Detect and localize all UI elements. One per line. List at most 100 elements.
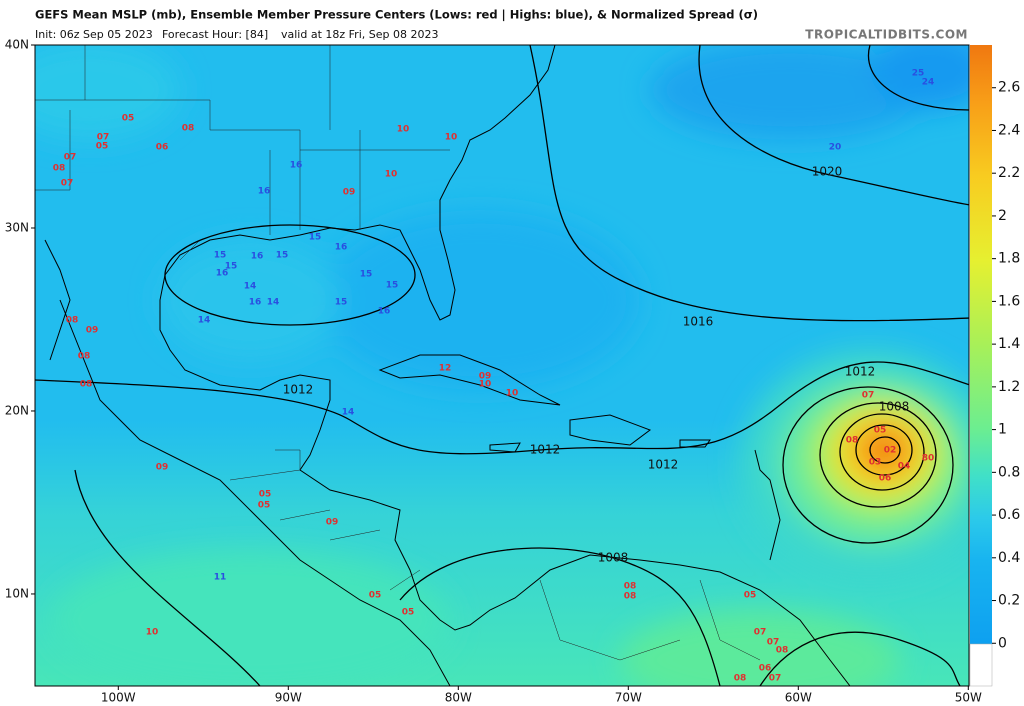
isobar-label: 1012 xyxy=(845,365,876,379)
colorbar-label: 0.2 xyxy=(998,593,1020,609)
isobar-label: 1012 xyxy=(648,458,679,472)
low-center: 10 xyxy=(385,170,398,180)
low-center: 05 xyxy=(258,501,271,511)
map-field xyxy=(35,45,969,686)
colorbar-label: 1.4 xyxy=(998,336,1020,352)
low-center: 08 xyxy=(776,646,789,656)
low-center: 07 xyxy=(862,391,875,401)
lon-label: 90W xyxy=(275,691,302,705)
high-center: 14 xyxy=(198,316,211,326)
high-center: 15 xyxy=(360,270,373,280)
lon-label: 100W xyxy=(101,691,136,705)
lat-label: 40N xyxy=(5,38,29,52)
low-center: 05 xyxy=(96,142,109,152)
low-center: 07 xyxy=(64,153,77,163)
lon-label: 50W xyxy=(955,691,982,705)
high-center: 15 xyxy=(335,298,348,308)
colorbar-below xyxy=(969,643,993,687)
lon-label: 60W xyxy=(785,691,812,705)
high-center: 15 xyxy=(225,262,238,272)
low-center: 08 xyxy=(734,674,747,684)
low-center: 10 xyxy=(397,125,410,135)
colorbar-label: 2.4 xyxy=(998,122,1020,138)
low-center: 05 xyxy=(369,591,382,601)
source: TROPICALTIDBITS.COM xyxy=(805,28,968,42)
low-center: 09 xyxy=(479,372,492,382)
isobar-label: 1012 xyxy=(283,383,314,397)
low-center: 09 xyxy=(156,463,169,473)
low-center: 04 xyxy=(898,462,911,472)
low-center: 09 xyxy=(86,326,99,336)
colorbar-label: 0 xyxy=(998,635,1007,651)
forecast-hour: Forecast Hour: [84] xyxy=(162,28,268,41)
low-center: 12 xyxy=(439,364,452,374)
init-time: Init: 06z Sep 05 2023 xyxy=(35,28,153,41)
lat-label: 20N xyxy=(5,403,29,417)
isobar-label: 1008 xyxy=(598,551,629,565)
lon-label: 70W xyxy=(615,691,642,705)
low-center: 10 xyxy=(445,133,458,143)
high-center: 16 xyxy=(216,269,229,279)
high-center: 16 xyxy=(251,252,264,262)
high-center: 24 xyxy=(922,78,935,88)
low-center: 07 xyxy=(767,638,780,648)
isobar-label: 1016 xyxy=(683,315,714,329)
colorbar xyxy=(970,45,992,644)
low-center: 03 xyxy=(869,458,882,468)
high-center: 15 xyxy=(309,233,322,243)
map-frame xyxy=(34,44,970,687)
low-center: 06 xyxy=(879,474,892,484)
low-center: 10 xyxy=(506,389,519,399)
colorbar-label: 2.6 xyxy=(998,80,1020,96)
colorbar-label: 2 xyxy=(998,208,1007,224)
high-center: 15 xyxy=(276,251,289,261)
low-center: 08 xyxy=(80,380,93,390)
low-center: 08 xyxy=(53,164,66,174)
high-center: 15 xyxy=(386,281,399,291)
low-center: 08 xyxy=(846,436,859,446)
colorbar-label: 1.8 xyxy=(998,251,1020,267)
low-center: 02 xyxy=(884,446,897,456)
low-center: 07 xyxy=(769,674,782,684)
low-center: 05 xyxy=(122,114,135,124)
lon-label: 80W xyxy=(445,691,472,705)
high-center: 25 xyxy=(912,69,925,79)
high-center: 16 xyxy=(249,298,262,308)
low-center: 05 xyxy=(402,608,415,618)
low-center: 05 xyxy=(259,490,272,500)
low-center: 10 xyxy=(146,628,159,638)
low-center: 09 xyxy=(343,188,356,198)
high-center: 16 xyxy=(378,307,391,317)
low-center: 08 xyxy=(78,352,91,362)
title: GEFS Mean MSLP (mb), Ensemble Member Pre… xyxy=(35,8,758,22)
low-center: 08 xyxy=(66,316,79,326)
low-center: 10 xyxy=(479,380,492,390)
isobar-label: 1008 xyxy=(879,400,910,414)
high-center: 11 xyxy=(214,573,227,583)
high-center: 16 xyxy=(258,187,271,197)
lat-label: 30N xyxy=(5,220,29,234)
high-center: 14 xyxy=(342,408,355,418)
high-center: 16 xyxy=(335,243,348,253)
high-center: 16 xyxy=(290,161,303,171)
low-center: 06 xyxy=(156,143,169,153)
colorbar-label: 0.8 xyxy=(998,464,1020,480)
colorbar-label: 1.2 xyxy=(998,379,1020,395)
high-center: 14 xyxy=(244,282,257,292)
high-center: 15 xyxy=(214,251,227,261)
low-center: 80 xyxy=(922,454,935,464)
low-center: 07 xyxy=(97,133,110,143)
colorbar-label: 2.2 xyxy=(998,165,1020,181)
high-center: 20 xyxy=(829,143,842,153)
low-center: 07 xyxy=(754,628,767,638)
colorbar-label: 1.6 xyxy=(998,293,1020,309)
colorbar-label: 1 xyxy=(998,422,1007,438)
low-center: 07 xyxy=(61,179,74,189)
low-center: 08 xyxy=(624,592,637,602)
low-center: 05 xyxy=(744,591,757,601)
isobar-label: 1012 xyxy=(530,443,561,457)
low-center: 09 xyxy=(326,518,339,528)
low-center: 05 xyxy=(874,426,887,436)
isobar-label: 1020 xyxy=(812,165,843,179)
